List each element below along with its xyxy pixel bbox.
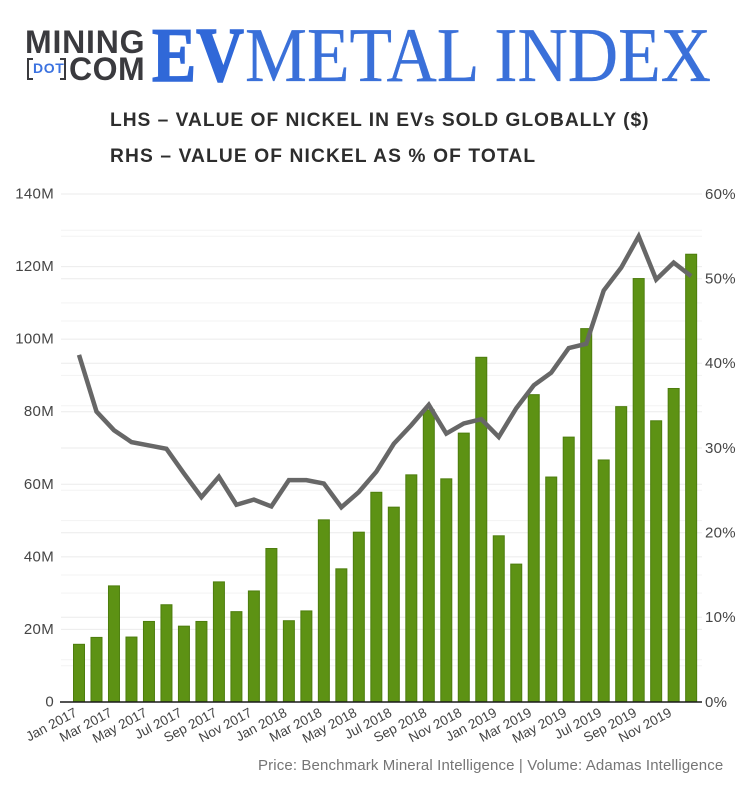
svg-text:60M: 60M xyxy=(24,476,54,493)
svg-text:20M: 20M xyxy=(24,621,54,638)
svg-text:20%: 20% xyxy=(705,525,736,542)
svg-text:10%: 10% xyxy=(705,609,736,626)
svg-text:40M: 40M xyxy=(24,548,54,565)
svg-text:60%: 60% xyxy=(705,186,736,203)
svg-text:120M: 120M xyxy=(15,258,54,275)
svg-text:30%: 30% xyxy=(705,440,736,457)
svg-text:140M: 140M xyxy=(15,186,54,203)
svg-text:40%: 40% xyxy=(705,355,736,372)
svg-text:0: 0 xyxy=(45,694,54,711)
svg-text:50%: 50% xyxy=(705,271,736,288)
svg-text:80M: 80M xyxy=(24,403,54,420)
svg-text:0%: 0% xyxy=(705,694,727,711)
svg-text:100M: 100M xyxy=(15,331,54,348)
